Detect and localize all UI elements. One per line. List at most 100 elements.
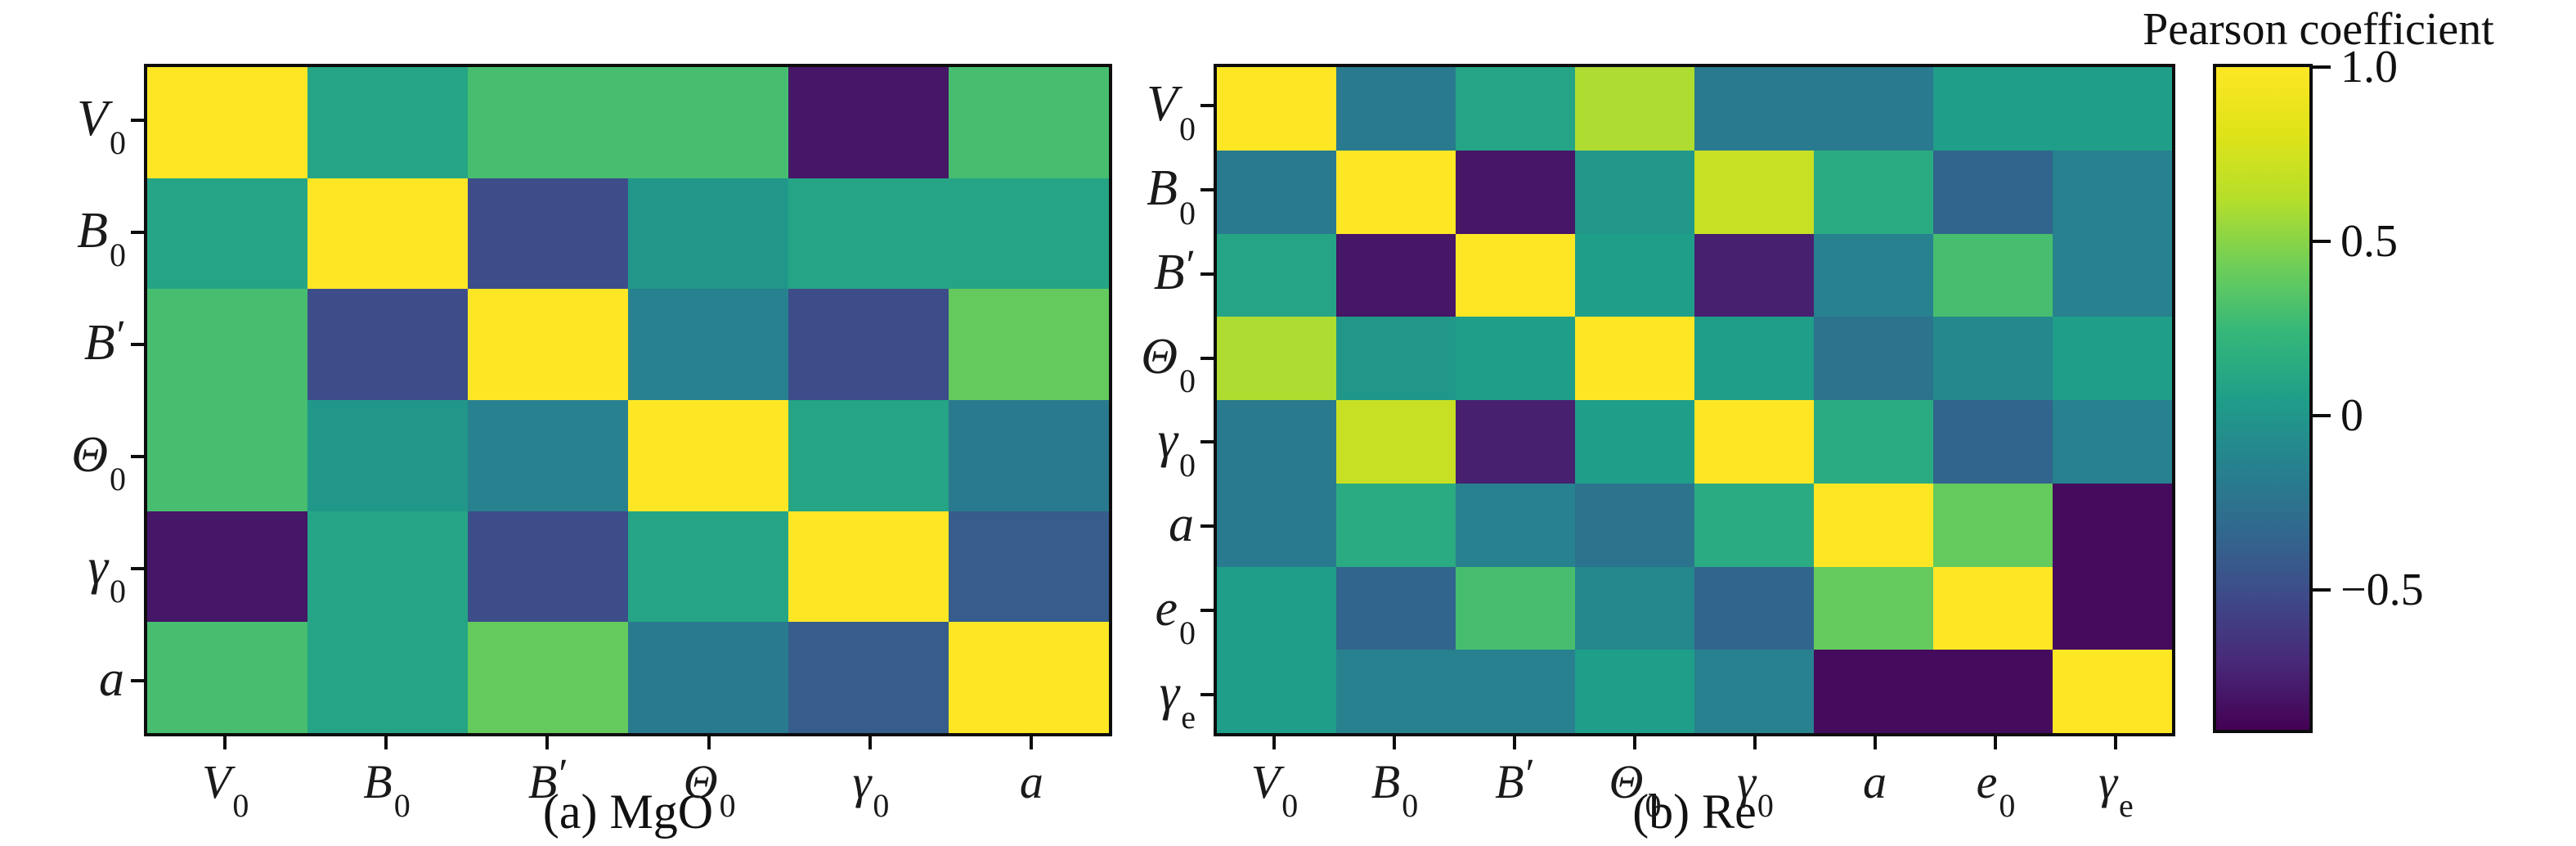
heatmap-cell-Θ_0-Θ_0 xyxy=(1575,317,1694,400)
axis-tick xyxy=(131,342,144,346)
heatmap-cell-γ_0-a xyxy=(1814,400,1933,484)
heatmap-cell-Θ_0-a xyxy=(1814,317,1933,400)
heatmap-cell-B_0-V_0 xyxy=(1217,151,1336,234)
heatmap-cell-e_0-γ_0 xyxy=(1694,567,1814,650)
axis-tick xyxy=(1993,736,1997,749)
x-axis-label-B': B′ xyxy=(527,751,568,808)
heatmap-cell-Θ_0-e_0 xyxy=(1933,317,2053,400)
heatmap-cell-a-B' xyxy=(1456,484,1575,567)
heatmap-cell-γ_e-B_0 xyxy=(1336,650,1456,733)
heatmap-cell-V_0-a xyxy=(1814,67,1933,151)
heatmap-cell-Θ_0-γ_0 xyxy=(1694,317,1814,400)
heatmap-cell-γ_0-Θ_0 xyxy=(1575,400,1694,484)
axis-tick xyxy=(131,678,144,682)
heatmap-cell-γ_e-γ_0 xyxy=(1694,650,1814,733)
x-axis-label-V_0: V0 xyxy=(201,755,249,824)
heatmap-cell-Θ_0-γ_e xyxy=(2053,317,2172,400)
heatmap-cell-e_0-γ_e xyxy=(2053,567,2172,650)
y-axis-label-Θ_0: Θ0 xyxy=(71,426,126,497)
heatmap-cell-B_0-γ_e xyxy=(2053,151,2172,234)
heatmap-cell-B'-V_0 xyxy=(147,289,307,400)
axis-tick xyxy=(1272,736,1276,749)
axis-tick xyxy=(2313,588,2331,592)
x-axis-label-B': B′ xyxy=(1495,751,1535,808)
axis-tick xyxy=(707,736,711,749)
heatmap-cell-a-a xyxy=(1814,484,1933,567)
heatmap-cell-γ_0-γ_e xyxy=(2053,400,2172,484)
heatmap-cell-Θ_0-B_0 xyxy=(1336,317,1456,400)
axis-tick xyxy=(1512,736,1516,749)
heatmap-cell-γ_0-γ_0 xyxy=(1694,400,1814,484)
heatmap-cell-B_0-V_0 xyxy=(147,178,307,289)
heatmap-cell-V_0-B_0 xyxy=(1336,67,1456,151)
heatmap-cell-γ_0-B' xyxy=(468,511,628,622)
heatmap-cell-V_0-V_0 xyxy=(147,67,307,178)
colorbar-tick-label: −0.5 xyxy=(2340,565,2424,616)
heatmap-cell-a-B_0 xyxy=(307,622,468,733)
y-axis-label-e_0: e0 xyxy=(1155,580,1196,652)
heatmap-cell-e_0-B' xyxy=(1456,567,1575,650)
heatmap-cell-a-Θ_0 xyxy=(628,622,788,733)
heatmap-cell-B_0-Θ_0 xyxy=(628,178,788,289)
heatmap-cell-γ_0-a xyxy=(949,511,1109,622)
heatmap-cell-V_0-e_0 xyxy=(1933,67,2053,151)
heatmap-cell-V_0-γ_e xyxy=(2053,67,2172,151)
heatmap-cell-γ_e-a xyxy=(1814,650,1933,733)
heatmap-cell-γ_0-B' xyxy=(1456,400,1575,484)
axis-tick xyxy=(1752,736,1757,749)
heatmap-cell-γ_e-e_0 xyxy=(1933,650,2053,733)
heatmap-cell-a-γ_0 xyxy=(788,622,949,733)
heatmap-cell-a-Θ_0 xyxy=(1575,484,1694,567)
heatmap-cell-V_0-γ_0 xyxy=(788,67,949,178)
axis-tick xyxy=(545,736,550,749)
heatmap-cell-e_0-Θ_0 xyxy=(1575,567,1694,650)
heatmap-cell-V_0-V_0 xyxy=(1217,67,1336,151)
axis-tick xyxy=(1200,272,1214,276)
heatmap-cell-B_0-Θ_0 xyxy=(1575,151,1694,234)
axis-tick xyxy=(1200,188,1214,192)
colorbar-tick-label: 0.5 xyxy=(2340,216,2398,268)
heatmap-cell-Θ_0-γ_0 xyxy=(788,400,949,511)
x-axis-label-Θ_0: Θ0 xyxy=(1609,755,1662,824)
y-axis-label-B': B′ xyxy=(83,312,126,371)
heatmap-cell-e_0-V_0 xyxy=(1217,567,1336,650)
axis-tick xyxy=(1873,736,1877,749)
heatmap-cell-a-B_0 xyxy=(1336,484,1456,567)
x-axis-label-V_0: V0 xyxy=(1250,755,1299,824)
y-axis-label-γ_0: γ0 xyxy=(1157,412,1196,484)
y-axis-label-a: a xyxy=(99,650,124,707)
heatmap-cell-a-V_0 xyxy=(1217,484,1336,567)
heatmap-cell-e_0-e_0 xyxy=(1933,567,2053,650)
axis-tick xyxy=(2113,736,2117,749)
heatmap-cell-B_0-B' xyxy=(1456,151,1575,234)
x-axis-label-Θ_0: Θ0 xyxy=(683,755,736,824)
heatmap-cell-γ_0-γ_0 xyxy=(788,511,949,622)
axis-tick xyxy=(1200,356,1214,360)
x-axis-label-γ_0: γ0 xyxy=(852,755,890,824)
axis-tick xyxy=(1200,524,1214,529)
heatmap-cell-Θ_0-B' xyxy=(1456,317,1575,400)
heatmap-cell-V_0-B_0 xyxy=(307,67,468,178)
heatmap-cell-a-γ_0 xyxy=(1694,484,1814,567)
heatmap-cell-γ_e-Θ_0 xyxy=(1575,650,1694,733)
y-axis-label-Θ_0: Θ0 xyxy=(1141,328,1196,400)
heatmap-cell-γ_e-B' xyxy=(1456,650,1575,733)
x-axis-label-B_0: B0 xyxy=(363,755,411,824)
heatmap-cell-Θ_0-B_0 xyxy=(307,400,468,511)
heatmap-cell-γ_e-γ_e xyxy=(2053,650,2172,733)
heatmap-cell-V_0-B' xyxy=(468,67,628,178)
heatmap-cell-V_0-Θ_0 xyxy=(628,67,788,178)
x-axis-label-γ_0: γ0 xyxy=(1737,755,1774,824)
heatmap-cell-B_0-a xyxy=(1814,151,1933,234)
heatmap-cell-B'-a xyxy=(1814,234,1933,317)
colorbar-title: Pearson coefficient xyxy=(2143,4,2494,55)
heatmap-cell-B'-Θ_0 xyxy=(1575,234,1694,317)
heatmap-re xyxy=(1214,64,2175,736)
caption-mgo: (a) MgO xyxy=(542,785,714,839)
heatmap-cell-e_0-a xyxy=(1814,567,1933,650)
axis-tick xyxy=(222,736,227,749)
axis-tick xyxy=(131,454,144,458)
heatmap-cell-B'-γ_0 xyxy=(1694,234,1814,317)
heatmap-cell-B_0-B_0 xyxy=(1336,151,1456,234)
